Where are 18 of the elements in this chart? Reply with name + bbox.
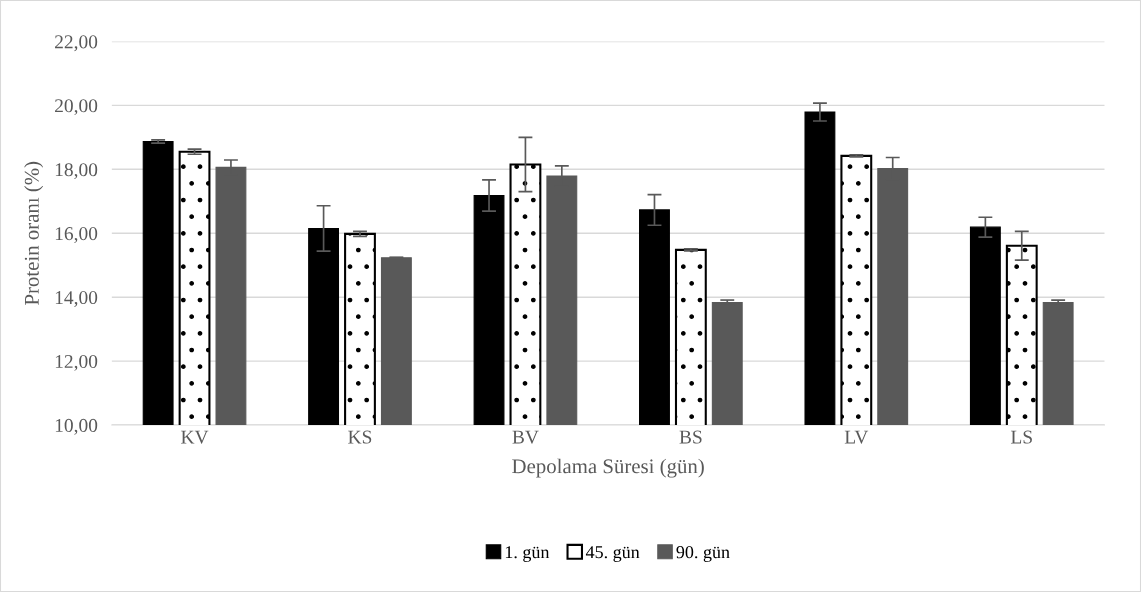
y-axis-title: Protein oranı (%) — [24, 161, 44, 305]
x-tick-label: LV — [844, 430, 869, 444]
y-tick-label: 12,00 — [55, 354, 98, 371]
x-tick-label: KS — [348, 430, 372, 444]
y-tick-label: 10,00 — [55, 418, 98, 435]
x-tick-label: BS — [679, 430, 702, 444]
y-tick-label: 22,00 — [55, 35, 98, 52]
y-tick-label: 16,00 — [55, 227, 98, 243]
legend-label: 45. gün — [585, 546, 640, 562]
y-tick-label: 18,00 — [55, 163, 98, 180]
x-tick-label: LS — [1010, 430, 1032, 444]
x-tick-label: KV — [181, 430, 209, 444]
x-axis-title: Depolama Süresi (gün) — [512, 458, 704, 478]
y-tick-label: 14,00 — [55, 291, 98, 307]
x-tick-label: BV — [512, 430, 539, 444]
legend-label: 1. gün — [505, 546, 550, 562]
y-tick-label: 20,00 — [55, 99, 98, 116]
legend-label: 90. gün — [676, 546, 730, 562]
